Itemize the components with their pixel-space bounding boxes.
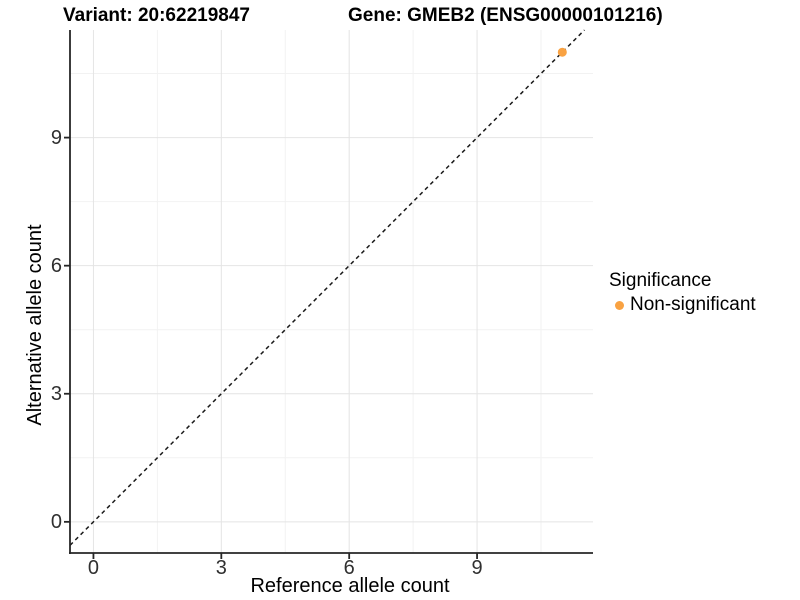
y-tick-label: 9 [50,126,62,149]
identity-dashed-line [69,29,586,546]
y-tick-label: 0 [50,510,62,533]
legend-point-icon [615,300,624,310]
y-tick-label: 6 [50,254,62,277]
x-tick-label: 3 [215,557,227,579]
legend-item-label: Non-significant [630,294,756,315]
legend: Significance Non-significant [609,269,756,316]
x-tick-label: 6 [343,557,355,579]
legend-item: Non-significant [609,294,756,316]
data-point [557,47,567,57]
x-tick-label: 9 [471,557,483,579]
variant-title: Variant: 20:62219847 [63,5,250,26]
x-axis-title: Reference allele count [250,575,450,597]
legend-items: Non-significant [609,294,756,316]
x-tick-label: 0 [87,557,99,579]
gene-title: Gene: GMEB2 (ENSG00000101216) [348,5,663,26]
y-axis-title: Alternative allele count [24,224,46,426]
legend-title: Significance [609,270,712,291]
y-tick-label: 3 [50,382,62,405]
